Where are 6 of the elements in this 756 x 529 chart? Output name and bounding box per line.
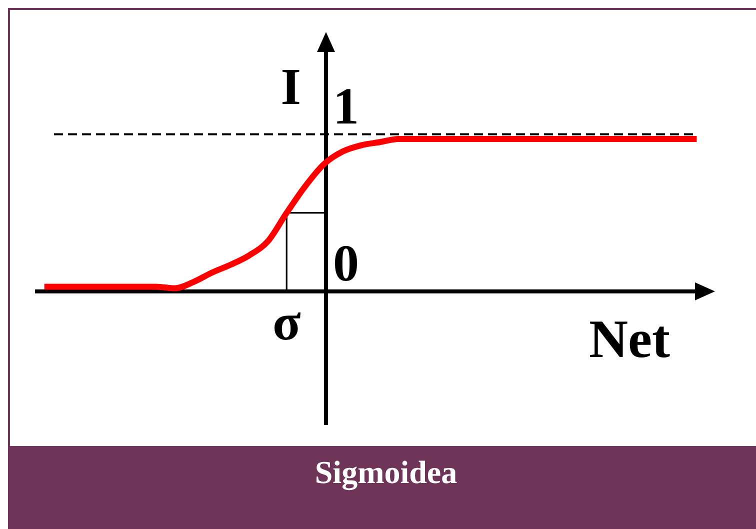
x-tick-label: σ: [272, 294, 301, 352]
text: Sigmoidea: [314, 454, 458, 491]
x-axis-title: Net: [589, 309, 670, 369]
y-axis-title: I: [280, 59, 301, 116]
y-tick-label: 0: [333, 235, 359, 292]
y-tick-label: 1: [333, 78, 359, 136]
